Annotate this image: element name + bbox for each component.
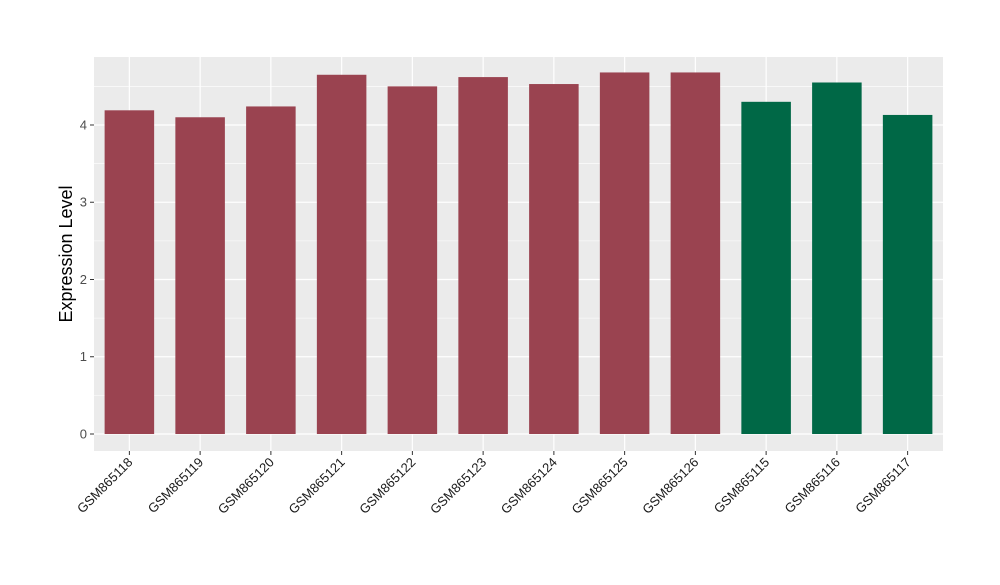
y-tick-label: 4 <box>80 117 87 132</box>
bar <box>882 114 933 435</box>
x-tick-label: GSM865120 <box>215 455 277 517</box>
bar <box>246 106 296 435</box>
bar <box>387 86 438 435</box>
y-tick-label: 0 <box>80 427 87 442</box>
bar <box>458 77 508 435</box>
bars <box>104 72 933 435</box>
bar <box>812 82 862 435</box>
y-tick-label: 1 <box>80 349 87 364</box>
x-tick-label: GSM865126 <box>639 455 701 517</box>
x-tick-label: GSM865119 <box>145 455 207 517</box>
x-tick-label: GSM865125 <box>569 455 631 517</box>
bar <box>741 101 791 435</box>
y-axis: 0 1 2 3 4 <box>80 117 94 442</box>
x-tick-label: GSM865123 <box>427 455 489 517</box>
x-tick-label: GSM865121 <box>286 455 348 517</box>
x-axis: GSM865118 GSM865119 GSM865120 GSM865121 GSM8… <box>74 451 914 517</box>
plot-panel <box>94 57 943 451</box>
x-tick-label: GSM865124 <box>498 455 560 517</box>
bar <box>316 74 367 435</box>
bar <box>670 72 721 435</box>
x-tick-label: GSM865115 <box>711 455 773 517</box>
bar <box>529 84 579 435</box>
y-axis-title: Expression Level <box>56 185 76 322</box>
x-tick-label: GSM865116 <box>781 455 843 517</box>
y-tick-label: 3 <box>80 195 87 210</box>
bar <box>104 110 155 435</box>
grid-minor <box>94 86 943 396</box>
x-tick-label: GSM865118 <box>74 455 136 517</box>
bar <box>175 117 225 435</box>
bar <box>599 72 650 435</box>
y-tick-label: 2 <box>80 272 87 287</box>
x-tick-label: GSM865117 <box>852 455 914 517</box>
x-tick-label: GSM865122 <box>356 455 418 517</box>
